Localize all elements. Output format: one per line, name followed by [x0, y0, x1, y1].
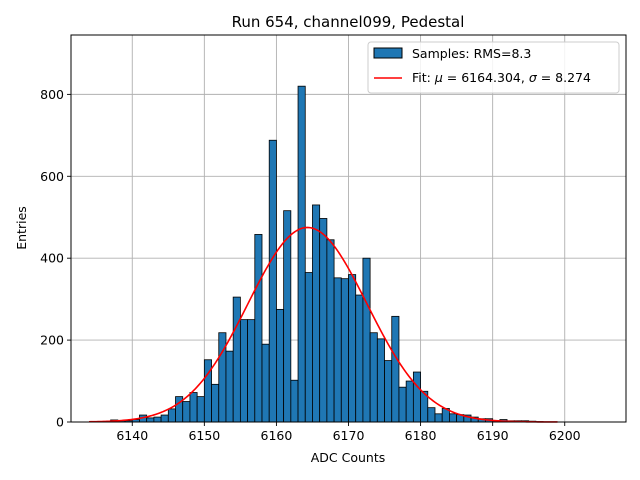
legend-fit-end: = 8.274 — [537, 70, 591, 85]
y-tick-label: 0 — [56, 415, 64, 430]
histogram-bars — [110, 85, 544, 423]
y-tick-label: 400 — [40, 251, 64, 266]
histogram-bar — [304, 272, 313, 423]
x-tick-label: 6150 — [188, 428, 220, 443]
chart-title: Run 654, channel099, Pedestal — [232, 13, 465, 31]
histogram-bar — [182, 401, 191, 423]
histogram-bar — [297, 85, 306, 423]
histogram-bar — [196, 396, 205, 423]
x-tick-label: 6200 — [549, 428, 581, 443]
histogram-bar — [239, 319, 248, 423]
histogram-bar — [398, 386, 407, 423]
histogram-bar — [319, 218, 328, 423]
x-axis-ticks: 6140 6150 6160 6170 6180 6190 6200 — [116, 422, 581, 443]
y-tick-label: 600 — [40, 169, 64, 184]
histogram-bar — [146, 417, 155, 423]
y-axis-ticks: 0 200 400 600 800 — [40, 87, 71, 430]
legend-mu-symbol: μ — [434, 70, 443, 85]
histogram-bar — [412, 371, 421, 423]
legend-histogram-label: Samples: RMS=8.3 — [412, 46, 531, 61]
histogram-bar — [153, 416, 162, 423]
histogram-bar — [232, 296, 241, 423]
histogram-bar — [283, 210, 292, 423]
fit-curve — [89, 226, 558, 423]
histogram-bar — [348, 274, 357, 423]
histogram-bar — [427, 407, 436, 423]
x-tick-label: 6190 — [477, 428, 509, 443]
histogram-bar — [312, 204, 321, 423]
legend-fit-prefix: Fit: — [412, 70, 435, 85]
x-axis-label: ADC Counts — [311, 450, 386, 465]
y-tick-label: 800 — [40, 87, 64, 102]
histogram-bar — [362, 257, 371, 423]
legend: Samples: RMS=8.3 Fit: μ = 6164.304, σ = … — [367, 41, 620, 94]
histogram-bar — [405, 380, 414, 423]
histogram-bar — [384, 360, 393, 423]
x-tick-label: 6170 — [333, 428, 365, 443]
histogram-bar — [261, 343, 270, 423]
histogram-bar — [369, 332, 378, 423]
legend-sigma-symbol: σ — [529, 70, 538, 85]
histogram-bar — [268, 139, 277, 423]
histogram-bar — [376, 338, 385, 423]
histogram-bar — [290, 379, 299, 423]
histogram-bar — [391, 315, 400, 423]
x-tick-label: 6160 — [261, 428, 293, 443]
y-axis-label: Entries — [14, 206, 29, 250]
legend-fit-label: Fit: μ = 6164.304, σ = 8.274 — [412, 70, 591, 85]
legend-fit-mid: = 6164.304, — [443, 70, 529, 85]
histogram-bar — [247, 319, 256, 423]
histogram-bar — [276, 308, 285, 423]
histogram-bar — [449, 413, 458, 423]
histogram-bar — [434, 413, 443, 423]
legend-histogram-swatch — [373, 47, 403, 59]
histogram-bar — [333, 277, 342, 423]
histogram-bar — [355, 294, 364, 423]
y-tick-label: 200 — [40, 333, 64, 348]
histogram-bar — [211, 383, 220, 423]
legend-box — [367, 41, 620, 94]
histogram-bar — [340, 278, 349, 423]
histogram-bar — [160, 414, 169, 423]
histogram-bar — [225, 350, 234, 423]
histogram-bar — [254, 234, 263, 423]
x-tick-label: 6180 — [405, 428, 437, 443]
histogram-bar — [326, 239, 335, 423]
x-tick-label: 6140 — [116, 428, 148, 443]
histogram-bar — [167, 408, 176, 423]
histogram-bar — [189, 392, 198, 423]
